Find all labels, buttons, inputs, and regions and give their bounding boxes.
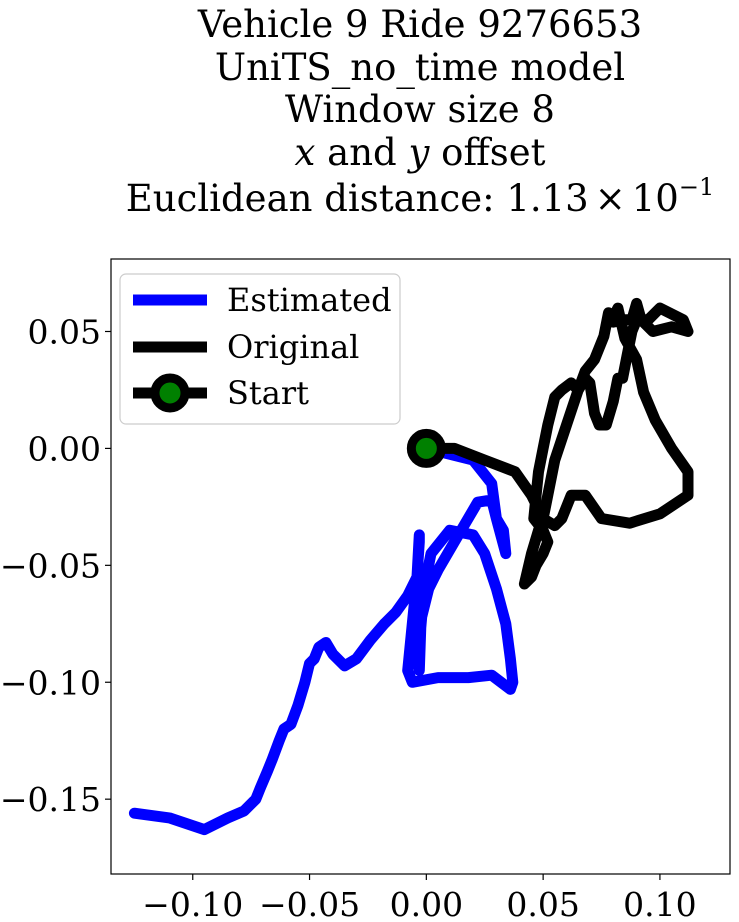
y-axis: 0.05 0.00 −0.05 −0.10 −0.15 xyxy=(0,312,111,819)
legend-label-original: Original xyxy=(227,328,359,366)
y-tick-label: 0.05 xyxy=(28,312,101,351)
series-marker-start xyxy=(406,428,446,468)
distance-base: 10 xyxy=(632,177,679,220)
x-tick-label: 0.00 xyxy=(390,885,463,922)
legend-marker-start xyxy=(150,373,190,413)
chart-title: Vehicle 9 Ride 9276653 UniTS_no_time mod… xyxy=(126,3,714,220)
plot-series xyxy=(128,297,694,836)
series-line-estimated xyxy=(128,442,519,836)
title-y-var: y xyxy=(407,131,431,174)
x-tick-label: −0.05 xyxy=(259,885,360,922)
x-tick-label: 0.05 xyxy=(506,885,579,922)
x-tick-label: 0.10 xyxy=(623,885,696,922)
legend: Estimated Original Start xyxy=(119,273,401,425)
title-x-var: x xyxy=(295,131,316,174)
title-line-1: Vehicle 9 Ride 9276653 xyxy=(197,3,642,46)
title-line-5: Euclidean distance: 1.13 × 10−1 xyxy=(126,173,714,220)
legend-box xyxy=(119,273,401,425)
distance-times: × xyxy=(595,177,626,220)
y-tick-label: −0.10 xyxy=(0,663,101,702)
title-line-3: Window size 8 xyxy=(285,88,555,131)
title-and: and xyxy=(315,131,408,174)
legend-label-estimated: Estimated xyxy=(227,281,392,319)
y-tick-label: −0.15 xyxy=(0,780,101,819)
y-tick-label: −0.05 xyxy=(0,546,101,585)
legend-label-start: Start xyxy=(227,374,309,412)
title-offset: offset xyxy=(429,131,545,174)
x-axis: −0.10 −0.05 0.00 0.05 0.10 xyxy=(142,874,697,922)
distance-prefix: Euclidean distance: xyxy=(126,177,507,220)
x-tick-label: −0.10 xyxy=(142,885,243,922)
title-line-4: x and y offset xyxy=(295,131,546,174)
plot-frame xyxy=(110,258,731,875)
distance-mantissa: 1.13 xyxy=(506,177,588,220)
y-tick-label: 0.00 xyxy=(28,429,101,468)
series-line-original xyxy=(420,297,694,590)
distance-exponent: −1 xyxy=(679,173,714,201)
title-line-2: UniTS_no_time model xyxy=(215,46,625,90)
